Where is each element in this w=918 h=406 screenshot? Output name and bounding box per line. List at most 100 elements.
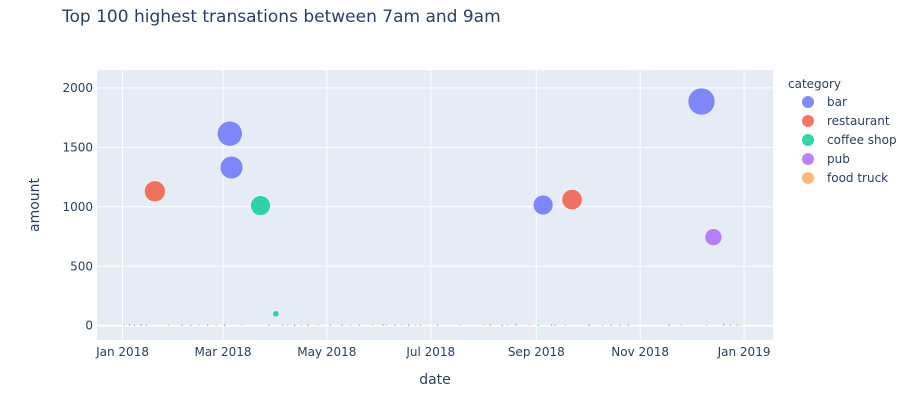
x-tick-label: Jan 2019 [717, 345, 771, 359]
data-point[interactable] [501, 324, 504, 327]
data-point[interactable] [704, 228, 723, 246]
y-tick-label: 0 [85, 319, 93, 333]
legend-item[interactable]: pub [802, 152, 850, 166]
data-point[interactable] [349, 323, 352, 327]
data-point[interactable] [561, 189, 583, 211]
data-point[interactable] [627, 323, 630, 327]
data-point[interactable] [419, 323, 422, 327]
data-point[interactable] [267, 323, 271, 327]
legend-item[interactable]: restaurant [802, 114, 890, 128]
legend-marker [802, 172, 814, 184]
x-tick-label: May 2018 [297, 345, 356, 359]
data-point[interactable] [667, 323, 671, 327]
x-tick-label: Jan 2018 [95, 345, 149, 359]
data-point[interactable] [250, 195, 271, 216]
legend-marker [802, 96, 814, 108]
grid-layer [97, 70, 773, 340]
data-point[interactable] [340, 323, 344, 327]
data-point[interactable] [679, 323, 683, 327]
legend-item[interactable]: bar [802, 95, 847, 109]
legend-marker [802, 115, 814, 127]
data-point[interactable] [214, 323, 218, 327]
x-axis-title: date [419, 372, 451, 388]
data-point[interactable] [145, 323, 148, 327]
data-point[interactable] [489, 323, 492, 327]
data-point[interactable] [393, 323, 397, 327]
legend: bar restaurant coffee shop pub food truck [802, 95, 897, 185]
plot-area[interactable] [97, 70, 773, 340]
data-point[interactable] [553, 323, 557, 327]
data-point[interactable] [167, 323, 170, 327]
data-point[interactable] [722, 323, 725, 327]
data-point[interactable] [189, 324, 192, 327]
data-point[interactable] [564, 323, 567, 327]
data-point[interactable] [206, 323, 209, 327]
data-point[interactable] [550, 323, 553, 327]
x-tick-label: Sep 2018 [508, 345, 565, 359]
data-point[interactable] [618, 323, 622, 327]
data-point[interactable] [536, 323, 540, 327]
data-point[interactable] [381, 323, 385, 327]
data-point[interactable] [601, 323, 604, 327]
x-tick-label: Nov 2018 [611, 345, 669, 359]
data-point[interactable] [687, 87, 716, 116]
data-point[interactable] [414, 323, 417, 327]
data-point[interactable] [735, 323, 739, 327]
data-point[interactable] [144, 180, 166, 203]
data-point[interactable] [739, 323, 742, 327]
data-point[interactable] [219, 155, 244, 180]
data-point[interactable] [400, 323, 404, 327]
data-point[interactable] [217, 120, 243, 147]
data-point[interactable] [357, 323, 361, 327]
data-point[interactable] [528, 323, 531, 327]
data-point[interactable] [329, 323, 332, 327]
data-point[interactable] [300, 323, 303, 327]
legend-marker [802, 134, 814, 146]
legend-label: bar [827, 95, 847, 109]
legend-item[interactable]: coffee shop [802, 133, 897, 147]
data-point[interactable] [223, 323, 226, 327]
data-point[interactable] [128, 323, 131, 327]
data-point[interactable] [514, 323, 518, 327]
data-point[interactable] [240, 323, 243, 326]
data-point[interactable] [482, 323, 485, 326]
data-point[interactable] [587, 323, 591, 327]
data-point[interactable] [272, 310, 280, 318]
data-point[interactable] [281, 324, 284, 327]
data-point[interactable] [197, 323, 201, 327]
y-tick-label: 1000 [62, 200, 93, 214]
legend-item[interactable]: food truck [802, 171, 888, 185]
data-point[interactable] [133, 323, 136, 327]
legend-marker [802, 153, 814, 165]
data-point[interactable] [407, 323, 410, 327]
y-axis-title: amount [27, 177, 43, 232]
data-point[interactable] [180, 323, 184, 327]
data-point[interactable] [609, 324, 613, 327]
data-point[interactable] [705, 323, 708, 327]
data-point[interactable] [293, 324, 296, 327]
y-tick-labels: 0 500 1000 1500 2000 [62, 81, 93, 333]
data-point[interactable] [532, 194, 554, 216]
data-point[interactable] [436, 324, 439, 327]
legend-title: category [788, 77, 841, 91]
chart-title: Top 100 highest transations between 7am … [61, 7, 501, 27]
data-point[interactable] [371, 323, 375, 326]
data-point[interactable] [317, 323, 320, 327]
data-point[interactable] [122, 323, 126, 326]
data-point[interactable] [506, 323, 509, 327]
data-point[interactable] [458, 323, 461, 327]
y-tick-label: 2000 [62, 81, 93, 95]
data-point[interactable] [385, 323, 388, 327]
legend-label: pub [827, 152, 850, 166]
data-point[interactable] [729, 323, 732, 327]
legend-label: restaurant [827, 114, 890, 128]
y-tick-label: 500 [70, 259, 93, 273]
data-point[interactable] [140, 323, 143, 327]
x-tick-label: Jul 2018 [405, 345, 455, 359]
data-point[interactable] [286, 323, 289, 327]
data-point[interactable] [306, 323, 310, 327]
x-tick-labels: Jan 2018 Mar 2018 May 2018 Jul 2018 Sep 2018… [95, 345, 770, 359]
legend-label: coffee shop [827, 133, 897, 147]
